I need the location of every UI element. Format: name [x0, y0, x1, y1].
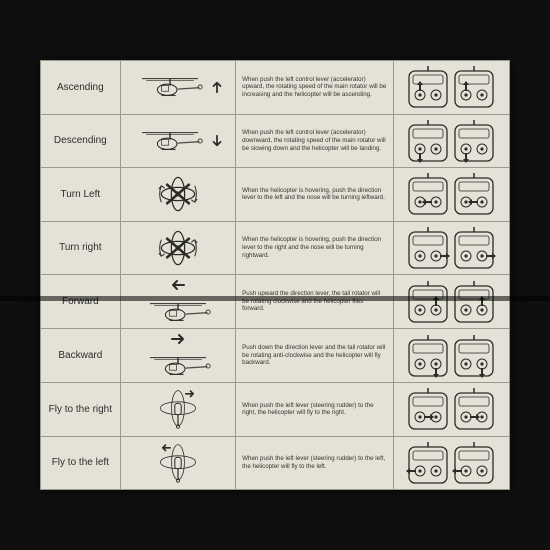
maneuver-label: Turn Left [41, 168, 121, 221]
maneuver-diagram [121, 222, 237, 275]
maneuver-label: Backward [41, 329, 121, 382]
maneuver-label: Turn right [41, 222, 121, 275]
maneuver-description: When the helicopter is hovering, push th… [236, 222, 393, 275]
maneuver-description: When push the left lever (steering rudde… [236, 437, 393, 490]
maneuver-label: Fly to the right [41, 383, 121, 436]
maneuver-description: Push down the direction lever and the ta… [236, 329, 393, 382]
maneuver-label: Descending [41, 115, 121, 168]
maneuver-diagram [121, 383, 237, 436]
instruction-row: Fly to the left When push the left lever … [41, 437, 509, 490]
instruction-row: Turn Left When the helicopter is hovering… [41, 168, 509, 222]
maneuver-label: Fly to the left [41, 437, 121, 490]
instruction-row: Descending When push the left control lev… [41, 115, 509, 169]
maneuver-diagram [121, 115, 237, 168]
direction-arrow-icon [170, 331, 186, 352]
maneuver-diagram [121, 437, 237, 490]
maneuver-description: When push the left control lever (accele… [236, 61, 393, 114]
instruction-row: Forward Push upward the direction lever, … [41, 275, 509, 329]
maneuver-diagram [121, 168, 237, 221]
direction-arrow-icon [210, 78, 224, 96]
maneuver-label: Ascending [41, 61, 121, 114]
maneuver-diagram [121, 61, 237, 114]
maneuver-description: When push the left control lever (accele… [236, 115, 393, 168]
maneuver-diagram [121, 275, 237, 328]
maneuver-label: Forward [41, 275, 121, 328]
remote-diagram [394, 275, 510, 328]
remote-diagram [394, 61, 510, 114]
remote-diagram [394, 222, 510, 275]
instruction-row: Fly to the right When push the left lever… [41, 383, 509, 437]
remote-diagram [394, 168, 510, 221]
instruction-sheet: Ascending When push the left control leve… [40, 60, 510, 490]
maneuver-description: When the helicopter is hovering, push th… [236, 168, 393, 221]
maneuver-description: Push upward the direction lever, the tai… [236, 275, 393, 328]
maneuver-diagram [121, 329, 237, 382]
remote-diagram [394, 115, 510, 168]
direction-arrow-icon [170, 277, 186, 298]
remote-diagram [394, 383, 510, 436]
maneuver-description: When push the left lever (steering rudde… [236, 383, 393, 436]
remote-diagram [394, 437, 510, 490]
instruction-row: Backward Push down the direction lever an… [41, 329, 509, 383]
direction-arrow-icon [210, 132, 224, 150]
instruction-row: Ascending When push the left control leve… [41, 61, 509, 115]
instruction-row: Turn right When the helicopter is hoverin… [41, 222, 509, 276]
remote-diagram [394, 329, 510, 382]
